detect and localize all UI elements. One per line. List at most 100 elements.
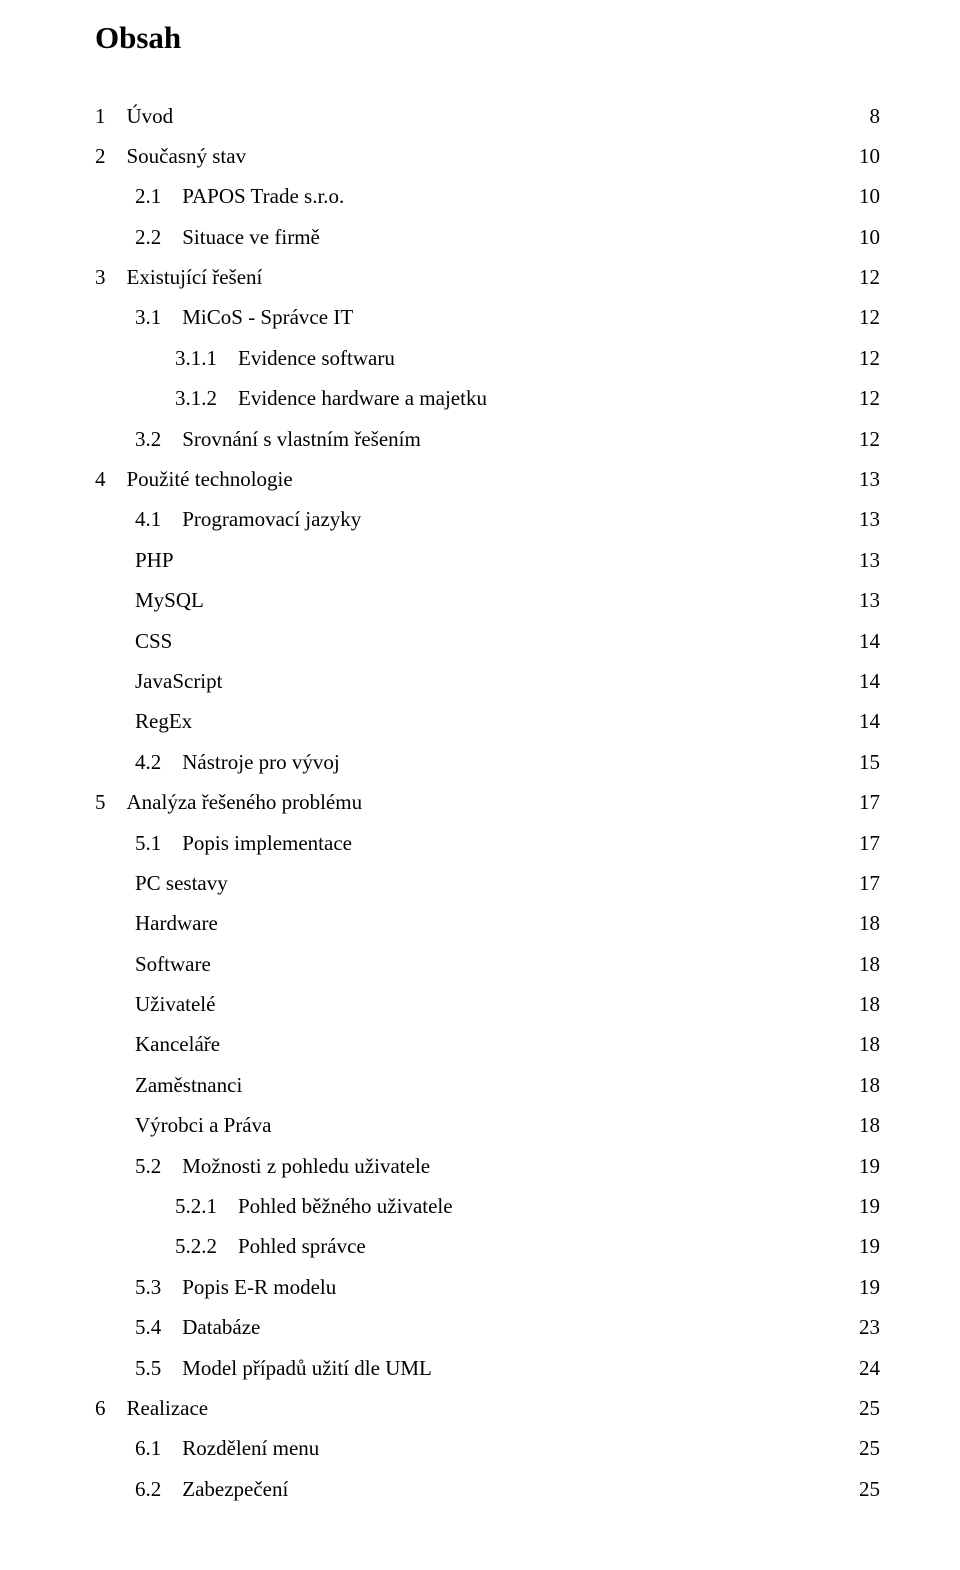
toc-entry: CSS 14	[95, 621, 880, 661]
toc-entry: 4.1 Programovací jazyky 13	[95, 500, 880, 540]
toc-entry-page: 24	[859, 1354, 880, 1383]
toc-entry-page: 8	[870, 102, 881, 131]
toc-entry-label: CSS	[135, 627, 172, 656]
toc-entry-label: Výrobci a Práva	[135, 1111, 271, 1140]
toc-entry-number: 5	[95, 788, 127, 817]
toc-entry-page: 14	[859, 627, 880, 656]
toc-entry-page: 18	[859, 1071, 880, 1100]
toc-entry-page: 18	[859, 1030, 880, 1059]
table-of-contents: 1 Úvod 82 Současný stav 102.1 PAPOS Trad…	[95, 96, 880, 1510]
toc-entry-label: RegEx	[135, 707, 192, 736]
toc-entry-page: 19	[859, 1273, 880, 1302]
toc-entry-page: 23	[859, 1313, 880, 1342]
toc-entry: 5.1 Popis implementace 17	[95, 823, 880, 863]
toc-entry: 6.1 Rozdělení menu 25	[95, 1429, 880, 1469]
toc-entry-label: Model případů užití dle UML	[182, 1354, 432, 1383]
toc-entry-page: 15	[859, 748, 880, 777]
toc-entry: 3 Existující řešení 12	[95, 258, 880, 298]
toc-entry: 5.2.1 Pohled běžného uživatele 19	[95, 1187, 880, 1227]
toc-entry: Software 18	[95, 944, 880, 984]
toc-entry-page: 17	[859, 788, 880, 817]
toc-entry: Uživatelé 18	[95, 985, 880, 1025]
toc-entry-number: 6	[95, 1394, 127, 1423]
toc-entry: 5 Analýza řešeného problému 17	[95, 783, 880, 823]
toc-entry-page: 18	[859, 909, 880, 938]
toc-entry-number: 3	[95, 263, 127, 292]
toc-entry-label: Evidence hardware a majetku	[238, 384, 487, 413]
toc-entry-label: Evidence softwaru	[238, 344, 395, 373]
toc-entry-label: PHP	[135, 546, 174, 575]
toc-entry-page: 14	[859, 667, 880, 696]
toc-entry-page: 18	[859, 1111, 880, 1140]
toc-entry-label: PAPOS Trade s.r.o.	[182, 182, 344, 211]
toc-entry-label: Zaměstnanci	[135, 1071, 242, 1100]
toc-entry-number: 1	[95, 102, 127, 131]
toc-entry-page: 19	[859, 1192, 880, 1221]
toc-entry-page: 25	[859, 1475, 880, 1504]
toc-entry-page: 13	[859, 465, 880, 494]
toc-entry-number: 5.2	[135, 1152, 182, 1181]
toc-entry-page: 10	[859, 182, 880, 211]
toc-entry-page: 12	[859, 303, 880, 332]
toc-entry-number: 5.2.2	[175, 1232, 238, 1261]
toc-entry-page: 13	[859, 546, 880, 575]
toc-entry-number: 6.1	[135, 1434, 182, 1463]
toc-entry: 4 Použité technologie 13	[95, 460, 880, 500]
toc-entry-number: 3.1.1	[175, 344, 238, 373]
document-page: Obsah 1 Úvod 82 Současný stav 102.1 PAPO…	[0, 0, 960, 1570]
toc-entry-number: 5.4	[135, 1313, 182, 1342]
toc-entry-label: Situace ve firmě	[182, 223, 320, 252]
toc-entry: 3.1.2 Evidence hardware a majetku 12	[95, 379, 880, 419]
toc-entry-label: Realizace	[127, 1394, 209, 1423]
toc-entry-label: Popis E-R modelu	[182, 1273, 336, 1302]
toc-entry-label: Kanceláře	[135, 1030, 220, 1059]
toc-entry: 6.2 Zabezpečení 25	[95, 1469, 880, 1509]
toc-entry-number: 6.2	[135, 1475, 182, 1504]
toc-entry: Zaměstnanci 18	[95, 1065, 880, 1105]
toc-entry-label: Software	[135, 950, 211, 979]
toc-entry: 4.2 Nástroje pro vývoj 15	[95, 742, 880, 782]
toc-entry: 5.2 Možnosti z pohledu uživatele 19	[95, 1146, 880, 1186]
toc-entry-label: Programovací jazyky	[182, 505, 361, 534]
toc-entry-page: 17	[859, 829, 880, 858]
toc-entry: 2.1 PAPOS Trade s.r.o. 10	[95, 177, 880, 217]
toc-entry-number: 3.2	[135, 425, 182, 454]
toc-entry-page: 12	[859, 344, 880, 373]
toc-entry-page: 14	[859, 707, 880, 736]
toc-entry: Výrobci a Práva 18	[95, 1106, 880, 1146]
toc-entry-number: 2.1	[135, 182, 182, 211]
toc-entry: 3.1.1 Evidence softwaru 12	[95, 338, 880, 378]
toc-entry-label: Uživatelé	[135, 990, 215, 1019]
toc-entry-label: Analýza řešeného problému	[127, 788, 363, 817]
toc-entry-label: Popis implementace	[182, 829, 352, 858]
toc-entry-number: 5.3	[135, 1273, 182, 1302]
toc-entry-number: 5.2.1	[175, 1192, 238, 1221]
toc-entry-page: 18	[859, 950, 880, 979]
toc-entry-number: 3.1	[135, 303, 182, 332]
toc-entry-page: 17	[859, 869, 880, 898]
toc-entry-number: 2.2	[135, 223, 182, 252]
toc-entry-label: MySQL	[135, 586, 204, 615]
toc-entry-label: Možnosti z pohledu uživatele	[182, 1152, 430, 1181]
toc-entry-number: 4.1	[135, 505, 182, 534]
toc-entry: 5.3 Popis E-R modelu 19	[95, 1267, 880, 1307]
toc-entry-label: Zabezpečení	[182, 1475, 288, 1504]
toc-entry: 3.2 Srovnání s vlastním řešením 12	[95, 419, 880, 459]
toc-entry: 2 Současný stav 10	[95, 136, 880, 176]
toc-entry-page: 18	[859, 990, 880, 1019]
toc-entry-number: 5.1	[135, 829, 182, 858]
toc-entry-number: 5.5	[135, 1354, 182, 1383]
toc-entry-label: Databáze	[182, 1313, 260, 1342]
toc-entry: 2.2 Situace ve firmě 10	[95, 217, 880, 257]
toc-entry: JavaScript 14	[95, 661, 880, 701]
toc-entry-label: Nástroje pro vývoj	[182, 748, 339, 777]
toc-entry: 3.1 MiCoS - Správce IT 12	[95, 298, 880, 338]
toc-entry: 5.2.2 Pohled správce 19	[95, 1227, 880, 1267]
toc-entry-label: PC sestavy	[135, 869, 228, 898]
toc-entry: PHP 13	[95, 540, 880, 580]
toc-entry-label: Srovnání s vlastním řešením	[182, 425, 421, 454]
toc-entry-page: 10	[859, 223, 880, 252]
toc-entry-number: 4	[95, 465, 127, 494]
toc-entry: 1 Úvod 8	[95, 96, 880, 136]
toc-entry-label: Existující řešení	[127, 263, 263, 292]
